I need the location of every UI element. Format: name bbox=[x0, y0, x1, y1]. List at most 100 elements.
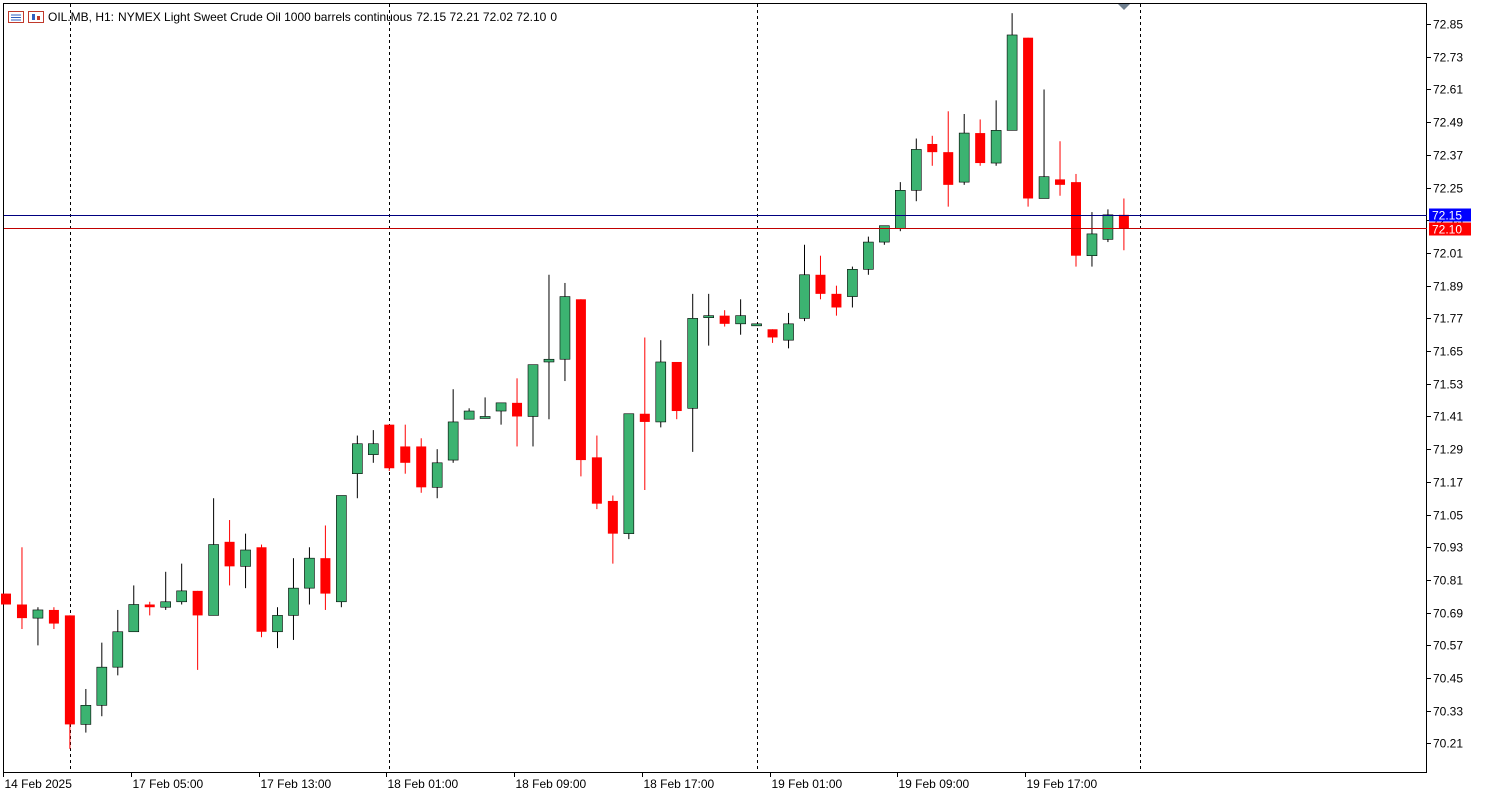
candle bbox=[128, 585, 140, 633]
candle bbox=[879, 225, 890, 245]
candle bbox=[176, 563, 187, 605]
candle-body bbox=[224, 541, 235, 567]
candle bbox=[943, 111, 954, 207]
candle-body bbox=[639, 413, 650, 422]
candle bbox=[1055, 141, 1066, 196]
candle bbox=[96, 642, 108, 717]
x-tick-label: 18 Feb 01:00 bbox=[388, 777, 459, 791]
y-tick-label: 72.37 bbox=[1433, 149, 1463, 163]
candle bbox=[1038, 89, 1050, 199]
candle bbox=[527, 364, 539, 447]
candle-body bbox=[815, 274, 826, 294]
candle-body bbox=[288, 587, 299, 616]
candle-body bbox=[64, 615, 75, 725]
candle-body bbox=[687, 318, 699, 409]
bid-price-label: 72.10 bbox=[1432, 223, 1462, 237]
candle bbox=[575, 299, 586, 477]
candle-body bbox=[671, 361, 682, 412]
candle bbox=[975, 119, 986, 166]
candle-body bbox=[192, 590, 203, 616]
candle bbox=[1118, 198, 1129, 251]
candle bbox=[1023, 37, 1034, 207]
candle bbox=[144, 601, 155, 616]
shift-marker-icon[interactable] bbox=[1118, 4, 1130, 10]
candle bbox=[1086, 212, 1098, 267]
candle-body bbox=[767, 329, 778, 338]
candle bbox=[384, 424, 395, 471]
candle-body bbox=[559, 296, 571, 360]
candle bbox=[910, 138, 922, 202]
candle bbox=[288, 558, 299, 640]
candle-body bbox=[128, 604, 140, 633]
candle-body bbox=[463, 410, 475, 420]
chart-symbol: OIL.MB, H1: bbox=[48, 10, 115, 24]
candle bbox=[639, 337, 650, 491]
candle bbox=[160, 571, 171, 610]
chart-window-icon[interactable] bbox=[8, 11, 24, 23]
y-tick-label: 72.61 bbox=[1433, 83, 1463, 97]
candle-body bbox=[607, 500, 618, 534]
candle-body bbox=[735, 315, 746, 325]
candle-body bbox=[895, 190, 906, 229]
candle-body bbox=[879, 225, 890, 243]
candle bbox=[463, 408, 475, 420]
x-tick-label: 19 Feb 17:00 bbox=[1027, 777, 1098, 791]
candle-body bbox=[208, 544, 219, 616]
candle bbox=[495, 402, 507, 425]
candle-body bbox=[368, 443, 379, 455]
y-tick-label: 71.53 bbox=[1433, 378, 1463, 392]
y-tick-label: 70.33 bbox=[1433, 705, 1463, 719]
candle bbox=[272, 607, 283, 649]
candle bbox=[543, 274, 555, 420]
candle-body bbox=[863, 241, 874, 270]
candle bbox=[320, 525, 331, 610]
candle-body bbox=[320, 558, 331, 594]
candle-body bbox=[495, 402, 507, 412]
candle-body bbox=[783, 323, 794, 341]
y-tick-label: 72.49 bbox=[1433, 116, 1463, 130]
candle-body bbox=[831, 293, 842, 308]
y-tick-label: 71.41 bbox=[1433, 410, 1463, 424]
candle-body bbox=[1118, 214, 1129, 229]
y-tick-label: 70.81 bbox=[1433, 574, 1463, 588]
candle-body bbox=[799, 274, 810, 319]
candle-body bbox=[144, 604, 155, 608]
candle bbox=[224, 520, 235, 586]
candle-body bbox=[272, 615, 283, 633]
x-tick-label: 14 Feb 2025 bbox=[5, 777, 73, 791]
bid-price-badge bbox=[1429, 222, 1471, 236]
y-tick-label: 72.01 bbox=[1433, 247, 1463, 261]
indicator-window-icon[interactable] bbox=[28, 11, 44, 23]
candle bbox=[671, 361, 682, 420]
candle-body bbox=[431, 462, 443, 488]
candle bbox=[767, 329, 778, 343]
candle bbox=[1006, 13, 1018, 131]
ask-price-label: 72.15 bbox=[1432, 209, 1462, 223]
candle bbox=[32, 607, 44, 646]
candle-body bbox=[336, 495, 347, 603]
candle-body bbox=[256, 547, 267, 632]
candle bbox=[352, 435, 363, 499]
candle-body bbox=[1086, 233, 1098, 256]
candle-body bbox=[48, 609, 59, 624]
x-tick-label: 17 Feb 05:00 bbox=[133, 777, 204, 791]
candle-body bbox=[910, 149, 922, 191]
y-tick-label: 71.89 bbox=[1433, 280, 1463, 294]
chart-description: NYMEX Light Sweet Crude Oil 1000 barrels… bbox=[118, 10, 413, 24]
candle-body bbox=[400, 446, 411, 463]
volume-value: 0 bbox=[550, 10, 557, 24]
candle-body bbox=[719, 315, 730, 324]
y-tick-label: 71.05 bbox=[1433, 509, 1463, 523]
candle bbox=[783, 312, 794, 349]
candle bbox=[559, 282, 571, 382]
candle bbox=[927, 135, 938, 166]
candle-body bbox=[847, 269, 858, 297]
candle-body bbox=[304, 557, 315, 589]
candle bbox=[512, 378, 523, 447]
candle-body bbox=[927, 143, 938, 153]
candle-body bbox=[943, 152, 954, 185]
candle bbox=[447, 389, 459, 463]
candle bbox=[863, 236, 874, 275]
candle bbox=[304, 547, 315, 605]
